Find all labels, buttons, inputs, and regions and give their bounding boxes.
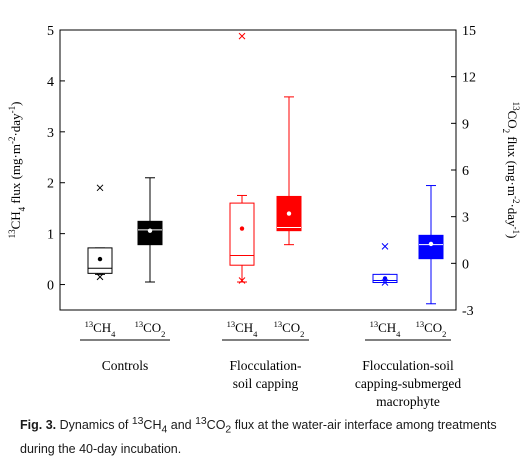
series-label-13CH4: 13CH4	[227, 319, 259, 339]
box-13CH4	[372, 243, 398, 286]
outlier-max-marker	[238, 32, 246, 40]
right-tick-label: 9	[462, 117, 469, 132]
box-iqr	[137, 220, 163, 246]
right-axis: -3 0 3 6 9 12 15	[451, 24, 476, 319]
mean-point	[286, 211, 292, 216]
group-label: Controls	[102, 358, 149, 373]
box-iqr	[418, 234, 444, 260]
group-label: Flocculation-soil	[362, 358, 454, 373]
group-label: soil capping	[233, 376, 299, 391]
right-tick-label: -3	[462, 304, 474, 319]
left-axis-label: 13CH4 flux (mg·m-2·day-1)	[7, 102, 27, 239]
group-label: Flocculation-	[230, 358, 302, 373]
caption-text: Dynamics of 13CH4 and 13CO2 flux at the …	[20, 416, 497, 456]
series-label-13CO2: 13CO2	[135, 319, 166, 339]
left-tick-label: 5	[47, 24, 54, 39]
series-label-13CH4: 13CH4	[370, 319, 402, 339]
figure-label: Fig. 3.	[20, 418, 57, 433]
box-13CO2	[137, 177, 163, 283]
group-label: macrophyte	[376, 394, 440, 409]
series-label-13CO2: 13CO2	[274, 319, 305, 339]
plot-frame	[59, 29, 457, 311]
right-axis-label: 13CO2 flux (mg·m-2·day-1)	[501, 102, 521, 239]
outlier-max-marker	[381, 243, 389, 250]
mean-point	[239, 226, 245, 231]
left-axis: 0 1 2 3 4 5	[47, 24, 65, 294]
left-tick-label: 3	[47, 126, 54, 141]
series-label-13CO2: 13CO2	[416, 319, 447, 339]
mean-point	[147, 228, 153, 233]
right-tick-label: 15	[462, 24, 476, 39]
right-tick-label: 6	[462, 164, 469, 179]
outlier-min-marker	[238, 277, 246, 284]
left-tick-label: 2	[47, 177, 54, 192]
right-tick-label: 0	[462, 257, 469, 272]
left-tick-label: 4	[47, 75, 54, 90]
group-label: capping-submerged	[355, 376, 461, 391]
box-iqr	[229, 202, 255, 266]
figure-caption: Fig. 3. Dynamics of 13CH4 and 13CO2 flux…	[20, 413, 520, 458]
box-13CH4	[87, 184, 113, 281]
x-axis-groups: 13CH4 13CO2 Controls 13CH4 13CO2 Flocculation…	[80, 319, 461, 409]
right-tick-label: 3	[462, 211, 469, 226]
box-13CO2	[276, 96, 302, 246]
box-13CO2	[418, 185, 444, 305]
box-13CH4	[229, 32, 255, 284]
right-tick-label: 12	[462, 71, 476, 86]
series-label-13CH4: 13CH4	[85, 319, 117, 339]
left-tick-label: 1	[47, 228, 54, 243]
mean-point	[382, 276, 388, 281]
outlier-min-marker	[381, 279, 389, 286]
mean-point	[428, 241, 434, 247]
mean-point	[97, 256, 103, 262]
outlier-min-marker	[96, 273, 104, 281]
left-tick-label: 0	[47, 279, 54, 294]
outlier-max-marker	[96, 184, 104, 192]
boxes	[87, 32, 444, 305]
